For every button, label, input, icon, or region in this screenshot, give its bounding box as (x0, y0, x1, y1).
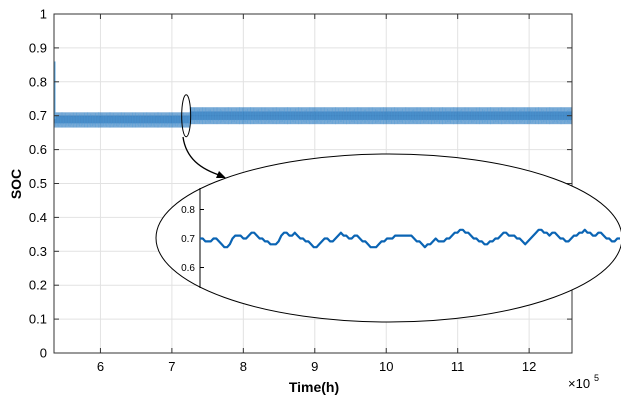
y-tick-label-3: 0.3 (29, 244, 47, 259)
y-tick-label-0: 0 (40, 346, 47, 361)
y-tick-label-6: 0.6 (29, 142, 47, 157)
soc-band-series (53, 61, 573, 128)
soc-band-0 (54, 112, 190, 128)
soc-band-texture-1 (189, 107, 571, 125)
y-axis-title: SOC (8, 169, 24, 199)
soc-band-core-1 (189, 111, 573, 120)
y-tick-label-10: 1 (40, 7, 47, 22)
tick-marks (54, 13, 572, 354)
x-axis-exponent: ×10 5 (568, 373, 599, 391)
y-tick-label-2: 0.2 (29, 278, 47, 293)
x-tick-label-2: 8 (240, 359, 247, 374)
x-tick-label-6: 12 (522, 359, 536, 374)
y-tick-label-1: 0.1 (29, 312, 47, 327)
y-tick-label-4: 0.4 (29, 210, 47, 225)
y-tick-label-8: 0.8 (29, 74, 47, 89)
y-tick-label-7: 0.7 (29, 108, 47, 123)
inset-y-tick-label-0: 0.6 (181, 263, 195, 274)
x-exponent-base: ×10 (568, 376, 590, 391)
x-axis-title: Time(h) (289, 379, 339, 395)
x-tick-label-0: 6 (97, 359, 104, 374)
x-tick-label-5: 11 (451, 359, 465, 374)
y-tick-label-9: 0.9 (29, 40, 47, 55)
x-tick-label-4: 10 (379, 359, 393, 374)
soc-band-core-0 (54, 115, 190, 124)
zoom-inset: 0.6 0.7 0.8 (155, 153, 621, 323)
x-tick-label-3: 9 (311, 359, 318, 374)
y-tick-label-5: 0.5 (29, 176, 47, 191)
inset-y-tick-label-1: 0.7 (181, 234, 195, 245)
inset-soc-line (200, 228, 620, 249)
zoom-callout-arrowhead (216, 171, 226, 178)
tick-labels: 6 7 8 9 10 11 12 0 0.1 0.2 0.3 0.4 0.5 0.6 0.7 0.8 0.9 1 (29, 7, 536, 375)
x-exponent-power: 5 (594, 373, 599, 383)
zoom-marker-ellipse (181, 94, 192, 138)
inset-y-tick-label-2: 0.8 (181, 205, 195, 216)
x-tick-label-1: 7 (168, 359, 175, 374)
zoom-callout-arrow (182, 136, 223, 177)
